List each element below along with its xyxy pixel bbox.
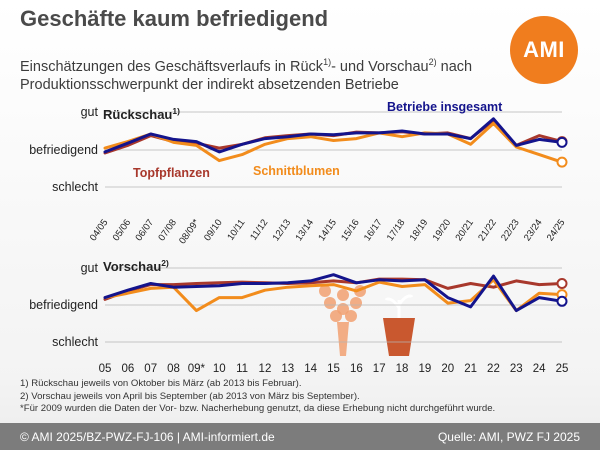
- x-tick-label: 20: [441, 363, 454, 375]
- end-marker-topfpflanzen: [556, 278, 568, 290]
- x-tick-label: 07: [144, 363, 157, 375]
- x-tick-label: 09/10: [202, 217, 225, 243]
- bouquet-stem: [337, 322, 349, 356]
- footer-copyright: © AMI 2025/BZ-PWZ-FJ-106 | AMI-informier…: [20, 430, 275, 444]
- x-tick-label: 11/12: [248, 217, 270, 242]
- panel-title: Rückschau1): [103, 106, 180, 122]
- end-marker-insgesamt: [556, 295, 568, 307]
- subtitle-text-1: Einschätzungen des Geschäftsverlaufs in …: [20, 58, 324, 75]
- footnote-3: *Für 2009 wurden die Daten der Vor- bzw.…: [20, 403, 496, 414]
- bouquet-flower: [324, 297, 336, 309]
- legend-insgesamt: Betriebe insgesamt: [387, 100, 503, 114]
- x-tick-label: 18/19: [408, 217, 431, 243]
- x-tick-label: 19: [419, 363, 432, 375]
- y-level-label: schlecht: [52, 180, 98, 194]
- series-layer: [103, 117, 568, 313]
- ami-logo: AMI: [510, 16, 578, 84]
- end-marker-insgesamt: [556, 136, 568, 148]
- x-tick-label: 16: [350, 363, 363, 375]
- bouquet-icon: [319, 285, 366, 356]
- x-tick-label: 15/16: [339, 217, 362, 243]
- x-tick-label: 08/09*: [177, 217, 202, 246]
- footnote-1: 1) Rückschau jeweils von Oktober bis Mär…: [20, 378, 302, 389]
- x-tick-label: 21: [464, 363, 477, 375]
- page-title: Geschäfte kaum befriedigend: [20, 6, 329, 31]
- x-tick-label: 10/11: [225, 217, 247, 242]
- x-tick-label: 07/08: [156, 217, 179, 243]
- x-tick-label: 10: [213, 363, 226, 375]
- x-tick-label: 21/22: [476, 217, 499, 243]
- x-tick-label: 06/07: [134, 217, 157, 243]
- end-marker-schnittblumen: [556, 156, 568, 168]
- x-tick-label: 23/24: [522, 217, 545, 243]
- bouquet-flower: [350, 297, 362, 309]
- x-tick-label: 14/15: [316, 217, 339, 243]
- x-tick-label: 13: [281, 363, 294, 375]
- subtitle-text-3: nach Produktionsschwerpunkt der indirekt…: [20, 58, 473, 93]
- x-tick-label: 20/21: [453, 217, 476, 243]
- grid-layer: [105, 111, 562, 343]
- x-tick-label: 18: [396, 363, 409, 375]
- series-line-insgesamt: [103, 273, 564, 313]
- x-tick-label: 13/14: [293, 217, 316, 243]
- bouquet-flower: [337, 303, 349, 315]
- decor-layer: [319, 285, 415, 356]
- bouquet-flower: [319, 285, 331, 297]
- x-tick-label: 12: [259, 363, 272, 375]
- x-tick-label: 22/23: [499, 217, 522, 243]
- x-tick-label: 17: [373, 363, 386, 375]
- x-tick-label: 11: [236, 363, 248, 375]
- plant-pot: [383, 318, 415, 356]
- bouquet-flower: [345, 310, 357, 322]
- footnotes: 1) Rückschau jeweils von Oktober bis Mär…: [20, 378, 495, 416]
- plant-leaves: [384, 294, 414, 318]
- x-tick-label: 19/20: [431, 217, 454, 243]
- x-tick-label: 15: [327, 363, 340, 375]
- footer-bar: © AMI 2025/BZ-PWZ-FJ-106 | AMI-informier…: [0, 423, 600, 450]
- x-tick-label: 06: [121, 363, 134, 375]
- page-subtitle: Einschätzungen des Geschäftsverlaufs in …: [20, 53, 510, 94]
- potted-plant-icon: [383, 294, 415, 356]
- series-line-schnittblumen: [103, 121, 564, 164]
- footer-source: Quelle: AMI, PWZ FJ 2025: [437, 430, 580, 444]
- subtitle-footnote-2: 2): [428, 57, 437, 67]
- y-level-label: befriedigend: [29, 143, 98, 157]
- panel-title: Vorschau2): [103, 258, 169, 274]
- x-tick-label: 17/18: [385, 217, 408, 243]
- y-level-label: befriedigend: [29, 298, 98, 312]
- y-level-label: schlecht: [52, 335, 98, 349]
- x-tick-label: 23: [510, 363, 523, 375]
- x-tick-label: 12/13: [271, 217, 294, 243]
- subtitle-footnote-1: 1): [323, 57, 332, 67]
- series-line-insgesamt: [103, 117, 564, 154]
- y-level-label: gut: [81, 105, 99, 119]
- x-tick-label: 05: [99, 363, 112, 375]
- x-tick-label: 22: [487, 363, 500, 375]
- panel-title-footnote: 1): [172, 106, 180, 116]
- subtitle-text-2: - und Vorschau: [331, 58, 429, 75]
- legend-schnittblumen: Schnittblumen: [253, 164, 340, 178]
- x-tick-label: 08: [167, 363, 180, 375]
- x-tick-label: 16/17: [362, 217, 385, 243]
- x-tick-label: 25: [556, 363, 569, 375]
- bouquet-flower: [337, 289, 349, 301]
- x-tick-label: 09*: [188, 363, 206, 375]
- y-level-label: gut: [81, 261, 99, 275]
- x-tick-label: 04/05: [88, 217, 111, 243]
- x-tick-label: 14: [304, 363, 317, 375]
- x-tick-label: 05/06: [111, 217, 134, 243]
- footnote-2: 2) Vorschau jeweils von April bis Septem…: [20, 390, 360, 402]
- legend-topfpflanzen: Topfpflanzen: [133, 166, 210, 180]
- x-tick-label: 24/25: [545, 217, 568, 243]
- x-tick-label: 24: [533, 363, 546, 375]
- panel-title-footnote: 2): [161, 258, 169, 268]
